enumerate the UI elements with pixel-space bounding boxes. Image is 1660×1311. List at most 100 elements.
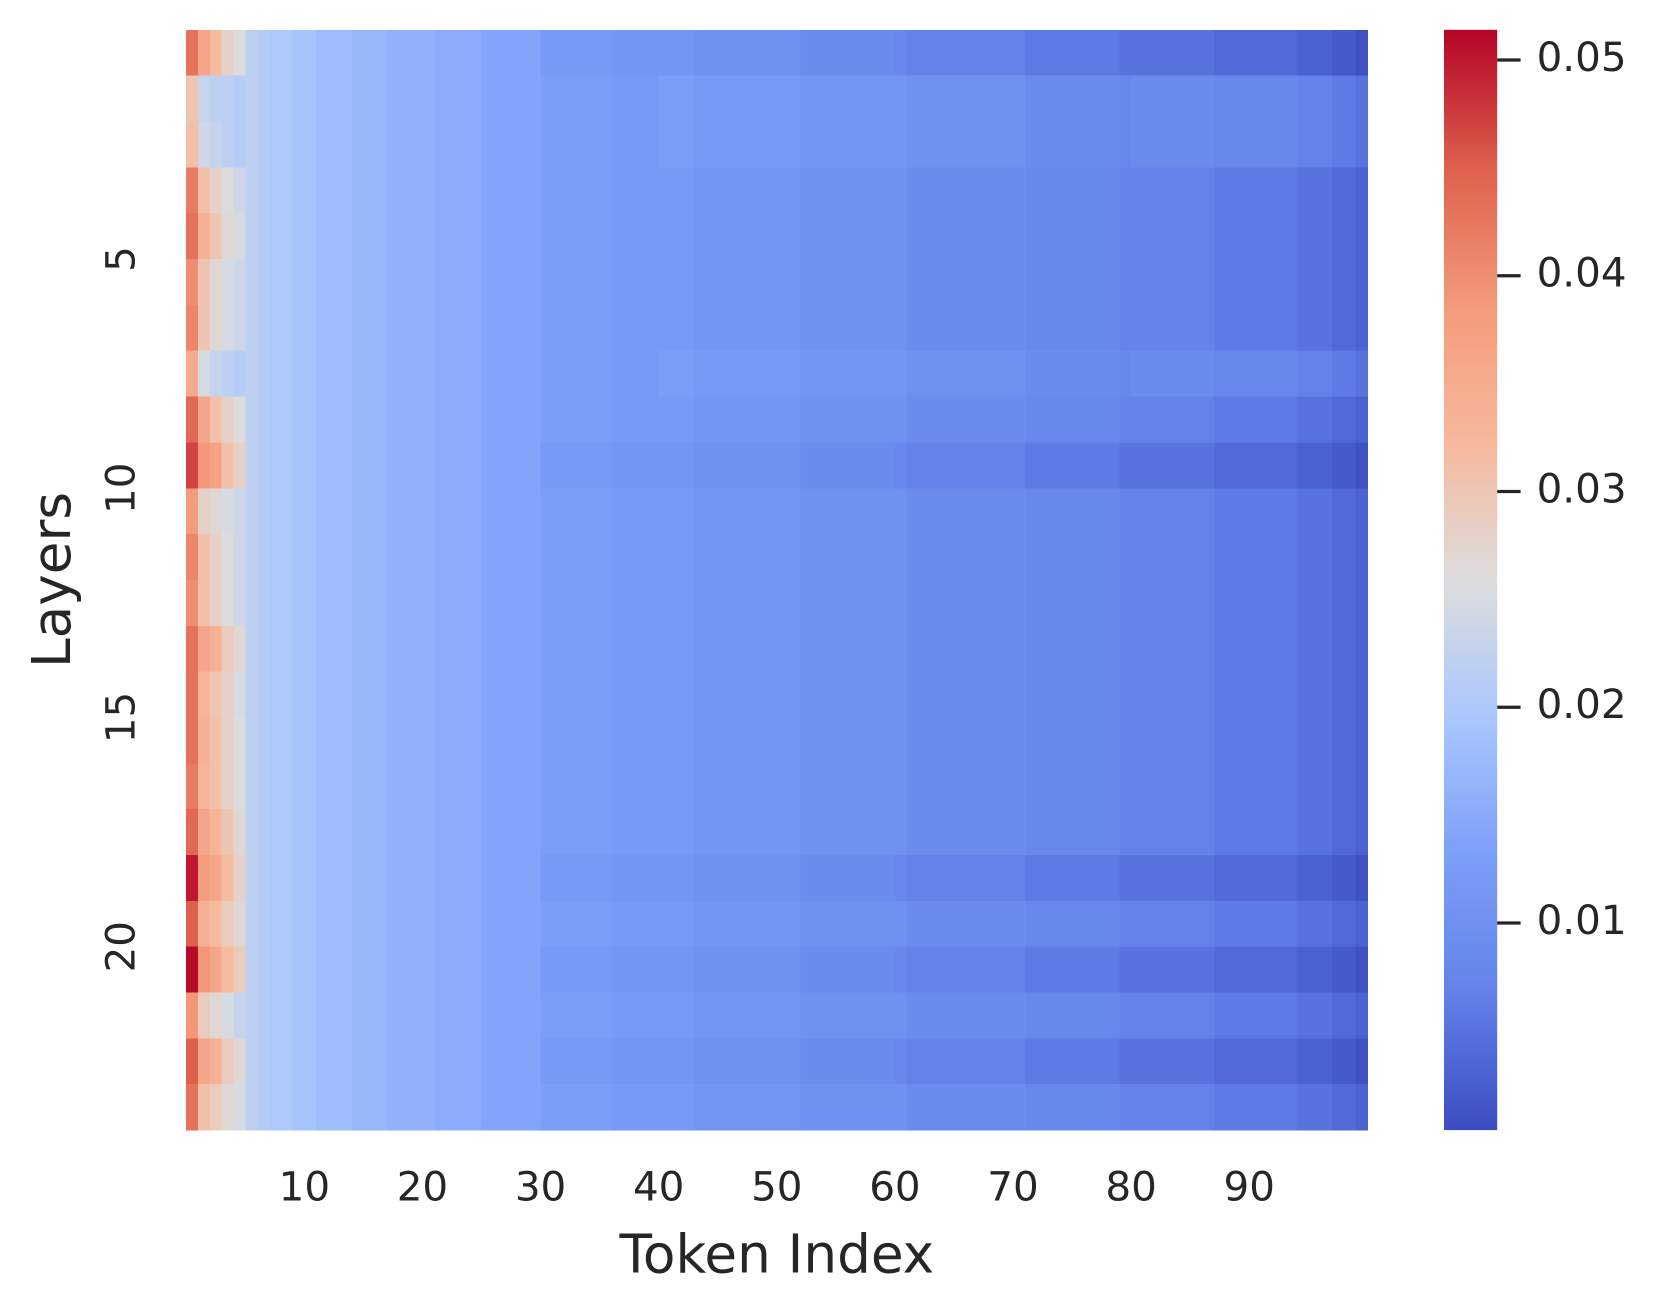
colorbar-tick-label: 0.04 [1537,249,1627,297]
heatmap-cell [446,579,459,627]
heatmap-cell [965,121,979,168]
heatmap-cell [1154,534,1168,581]
heatmap-cell [646,992,660,1039]
heatmap-cell [1072,900,1085,948]
heatmap-cell [894,259,908,306]
heatmap-cell [304,900,317,948]
heatmap-cell [764,1038,778,1085]
heatmap-cell [847,1038,861,1085]
heatmap-cell [209,350,223,398]
heatmap-cell [1119,259,1132,306]
heatmap-cell [883,121,896,168]
heatmap-cell [989,29,1002,77]
heatmap-cell [316,350,329,398]
heatmap-cell [1284,763,1298,810]
heatmap-cell [977,213,990,260]
heatmap-cell [623,855,636,902]
heatmap-cell [1343,75,1357,123]
heatmap-cell [965,259,979,306]
heatmap-cell [387,579,400,627]
heatmap-cell [304,75,317,123]
heatmap-cell [363,671,376,719]
heatmap-cell [339,488,353,535]
heatmap-cell [233,75,246,123]
heatmap-cell [1190,855,1203,902]
heatmap-cell [824,946,837,994]
heatmap-cell [292,121,305,168]
heatmap-cell [883,625,896,673]
heatmap-cell [1213,121,1227,168]
heatmap-cell [859,855,872,902]
heatmap-cell [623,1084,636,1131]
heatmap-cell [977,763,990,810]
heatmap-cell [1261,946,1274,994]
heatmap-cell [457,1038,471,1085]
heatmap-cell [186,1038,199,1085]
heatmap-cell [776,809,790,856]
heatmap-cell [528,350,542,398]
heatmap-cell [694,121,707,168]
heatmap-cell [1272,304,1286,352]
heatmap-cell [1355,900,1368,948]
heatmap-cell [221,1038,234,1085]
heatmap-cell [516,763,530,810]
heatmap-cell [611,75,624,123]
heatmap-cell [906,900,920,948]
heatmap-cell [186,992,199,1039]
heatmap-cell [268,442,282,489]
heatmap-cell [1131,350,1144,398]
heatmap-cell [1343,855,1357,902]
heatmap-cell [1131,259,1144,306]
heatmap-cell [918,900,931,948]
heatmap-cell [469,579,483,627]
heatmap-cell [1249,809,1262,856]
heatmap-cell [812,855,825,902]
heatmap-cell [764,350,778,398]
heatmap-cell [894,213,908,260]
heatmap-cell [930,121,943,168]
heatmap-cell [705,534,719,581]
heatmap-cell [268,855,282,902]
heatmap-cell [670,946,683,994]
heatmap-cell [422,167,435,214]
heatmap-cell [410,442,423,489]
heatmap-cell [1001,809,1014,856]
heatmap-cell [906,442,920,489]
heatmap-cell [599,259,612,306]
heatmap-cell [209,946,223,994]
heatmap-cell [1261,396,1274,443]
heatmap-cell [446,259,459,306]
heatmap-cell [1190,671,1203,719]
heatmap-cell [268,579,282,627]
heatmap-cell [1013,992,1026,1039]
heatmap-cell [942,396,955,443]
heatmap-cell [257,167,270,214]
heatmap-cell [280,213,294,260]
heatmap-cell [1013,625,1026,673]
heatmap-cell [493,717,506,764]
heatmap-cell [705,809,719,856]
heatmap-cell [812,350,825,398]
heatmap-cell [186,809,199,856]
heatmap-cell [1308,75,1321,123]
heatmap-cell [835,809,849,856]
heatmap-cell [906,579,920,627]
heatmap-cell [481,167,494,214]
heatmap-cell [812,625,825,673]
heatmap-cell [670,900,683,948]
heatmap-cell [564,992,577,1039]
heatmap-cell [1083,213,1097,260]
heatmap-cell [788,671,801,719]
heatmap-cell [528,259,542,306]
heatmap-cell [1331,625,1345,673]
heatmap-cell [635,900,648,948]
heatmap-cell [918,488,931,535]
heatmap-cell [1036,1038,1049,1085]
heatmap-cell [1048,1084,1061,1131]
heatmap-cell [753,809,766,856]
heatmap-cell [233,488,246,535]
heatmap-cell [847,442,861,489]
heatmap-cell [292,259,305,306]
heatmap-cell [1190,534,1203,581]
heatmap-cell [1083,167,1097,214]
